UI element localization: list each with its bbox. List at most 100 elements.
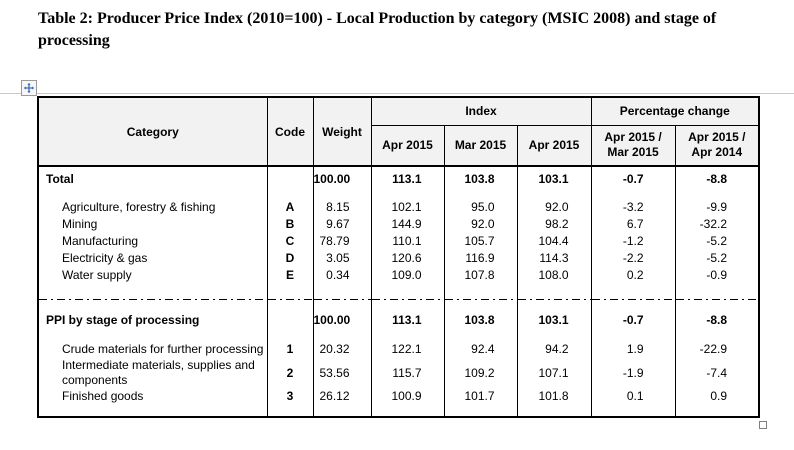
- table-move-handle[interactable]: [21, 80, 37, 96]
- pct-change-cell: 0.1: [590, 388, 676, 405]
- index-cell: 101.7: [443, 388, 518, 405]
- move-icon: [23, 82, 35, 94]
- col-header-code: Code: [266, 96, 314, 167]
- pct-change-cell: -9.9: [674, 199, 760, 216]
- code-cell: 2: [266, 358, 314, 388]
- index-cell: 113.1: [370, 166, 445, 187]
- table-title: Table 2: Producer Price Index (2010=100)…: [38, 10, 717, 49]
- table-row-water-supply: Water supply E 0.34 109.0 107.8 108.0 0.…: [37, 267, 760, 284]
- table-row-agriculture: Agriculture, forestry & fishing A 8.15 1…: [37, 199, 760, 216]
- spacer-row: [37, 329, 760, 341]
- index-cell: 114.3: [516, 250, 592, 267]
- pct-change-cell: 0.2: [590, 267, 676, 284]
- col-header-mar2015-index: Mar 2015: [443, 124, 518, 167]
- code-cell: A: [266, 199, 314, 216]
- index-cell: 103.8: [443, 308, 518, 329]
- pct-change-cell: -32.2: [674, 216, 760, 233]
- col-group-percentage-change: Percentage change: [590, 96, 760, 126]
- pct-change-cell: -2.2: [590, 250, 676, 267]
- col-header-apr2015-index1: Apr 2015: [370, 124, 445, 167]
- index-cell: 103.1: [516, 166, 592, 187]
- category-cell: Intermediate materials, supplies and com…: [37, 358, 268, 388]
- index-cell: 94.2: [516, 341, 592, 358]
- code-cell: E: [266, 267, 314, 284]
- weight-cell: 9.67: [312, 216, 372, 233]
- pct-change-cell: -7.4: [674, 358, 760, 388]
- pct-change-cell: -0.9: [674, 267, 760, 284]
- col-header-apr2015-index2: Apr 2015: [516, 124, 592, 167]
- index-cell: 104.4: [516, 233, 592, 250]
- category-cell: Manufacturing: [37, 233, 268, 250]
- category-cell: PPI by stage of processing: [37, 308, 268, 329]
- weight-cell: 100.00: [312, 308, 372, 329]
- pct-change-cell: -1.9: [590, 358, 676, 388]
- category-cell: Water supply: [37, 267, 268, 284]
- category-cell: Electricity & gas: [37, 250, 268, 267]
- weight-cell: 26.12: [312, 388, 372, 405]
- col-header-category: Category: [37, 96, 268, 167]
- index-cell: 95.0: [443, 199, 518, 216]
- weight-cell: 3.05: [312, 250, 372, 267]
- index-cell: 98.2: [516, 216, 592, 233]
- pct-change-cell: -3.2: [590, 199, 676, 216]
- index-cell: 116.9: [443, 250, 518, 267]
- table-resize-handle[interactable]: [759, 421, 767, 429]
- index-cell: 109.0: [370, 267, 445, 284]
- col-header-chg-yoy: Apr 2015 / Apr 2014: [674, 124, 760, 167]
- index-cell: 115.7: [370, 358, 445, 388]
- index-cell: 144.9: [370, 216, 445, 233]
- category-cell: Agriculture, forestry & fishing: [37, 199, 268, 216]
- weight-cell: 53.56: [312, 358, 372, 388]
- col-header-chg-mom: Apr 2015 / Mar 2015: [590, 124, 676, 167]
- weight-cell: 78.79: [312, 233, 372, 250]
- index-cell: 110.1: [370, 233, 445, 250]
- table-row-manufacturing: Manufacturing C 78.79 110.1 105.7 104.4 …: [37, 233, 760, 250]
- code-cell: C: [266, 233, 314, 250]
- pct-change-cell: 6.7: [590, 216, 676, 233]
- index-cell: 107.1: [516, 358, 592, 388]
- document-gridline: [0, 93, 794, 94]
- index-cell: 92.0: [516, 199, 592, 216]
- code-cell: 1: [266, 341, 314, 358]
- weight-cell: 0.34: [312, 267, 372, 284]
- index-cell: 103.8: [443, 166, 518, 187]
- table-row-intermediate-materials: Intermediate materials, supplies and com…: [37, 358, 760, 388]
- table-row-crude-materials: Crude materials for further processing 1…: [37, 341, 760, 358]
- category-cell: Finished goods: [37, 388, 268, 405]
- pct-change-cell: 1.9: [590, 341, 676, 358]
- index-cell: 92.0: [443, 216, 518, 233]
- category-cell: Crude materials for further processing: [37, 341, 268, 358]
- index-cell: 122.1: [370, 341, 445, 358]
- category-cell: Total: [37, 166, 268, 187]
- table-row-electricity-gas: Electricity & gas D 3.05 120.6 116.9 114…: [37, 250, 760, 267]
- index-cell: 105.7: [443, 233, 518, 250]
- pct-change-cell: -0.7: [590, 166, 676, 187]
- code-cell: [266, 308, 314, 329]
- table-row-mining: Mining B 9.67 144.9 92.0 98.2 6.7 -32.2: [37, 216, 760, 233]
- spacer-row: [37, 284, 760, 298]
- pct-change-cell: -8.8: [674, 166, 760, 187]
- col-header-weight: Weight: [312, 96, 372, 167]
- weight-cell: 100.00: [312, 166, 372, 187]
- index-cell: 101.8: [516, 388, 592, 405]
- index-cell: 100.9: [370, 388, 445, 405]
- code-cell: 3: [266, 388, 314, 405]
- ppi-table: Category Code Weight Index Percentage ch…: [37, 96, 761, 418]
- index-cell: 113.1: [370, 308, 445, 329]
- index-cell: 107.8: [443, 267, 518, 284]
- table-row-finished-goods: Finished goods 3 26.12 100.9 101.7 101.8…: [37, 388, 760, 405]
- code-cell: [266, 166, 314, 187]
- index-cell: 108.0: [516, 267, 592, 284]
- index-cell: 103.1: [516, 308, 592, 329]
- spacer-row: [37, 405, 760, 417]
- spacer-row: [37, 187, 760, 199]
- code-cell: D: [266, 250, 314, 267]
- category-cell: Mining: [37, 216, 268, 233]
- spacer-row: [37, 300, 760, 308]
- table-row-ppi-by-stage: PPI by stage of processing 100.00 113.1 …: [37, 308, 760, 329]
- weight-cell: 20.32: [312, 341, 372, 358]
- pct-change-cell: -5.2: [674, 250, 760, 267]
- pct-change-cell: -5.2: [674, 233, 760, 250]
- pct-change-cell: -1.2: [590, 233, 676, 250]
- index-cell: 120.6: [370, 250, 445, 267]
